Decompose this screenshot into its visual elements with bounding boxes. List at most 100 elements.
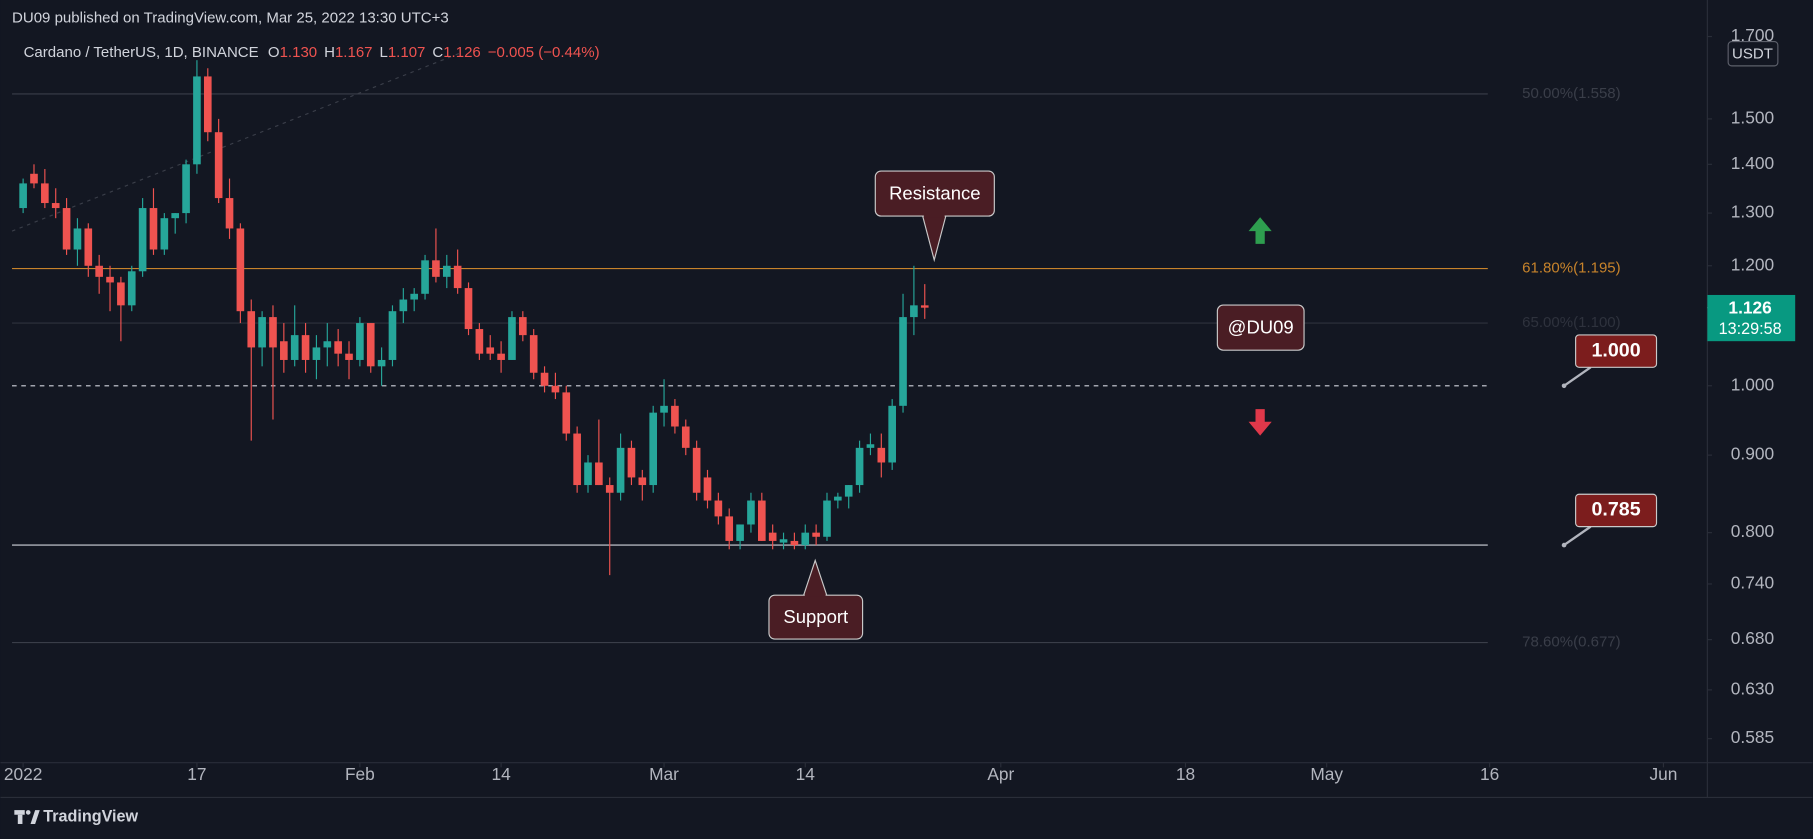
price-note-anchor (1561, 542, 1567, 548)
candle-body (366, 323, 375, 367)
candle-body (660, 405, 668, 413)
x-tick-label: Apr (987, 764, 1014, 784)
ohlc-value: 1.107 (388, 44, 426, 61)
candle-body (182, 164, 190, 214)
candle-body (269, 317, 277, 348)
y-tick-label: 0.800 (1731, 521, 1774, 541)
price-note-label: 1.000 (1592, 339, 1641, 361)
candle-body (595, 462, 603, 486)
callout-label: @DU09 (1228, 317, 1294, 338)
candle-body (421, 260, 429, 294)
x-tick-label: 16 (1480, 764, 1499, 784)
candle-body (171, 213, 180, 219)
candle-body (41, 183, 49, 204)
candle-body (779, 539, 788, 543)
candle-body (551, 385, 560, 393)
candle-body (834, 496, 842, 501)
y-tick-label: 1.300 (1731, 202, 1774, 222)
candle-body (899, 317, 907, 406)
fib-level-label: 78.60%(0.677) (1522, 633, 1621, 650)
candle-body (410, 293, 419, 300)
y-tick-label: 1.500 (1731, 107, 1774, 127)
candle-body (193, 76, 201, 165)
fib-level-label: 65.00%(1.100) (1522, 314, 1621, 331)
x-tick-label: Mar (649, 764, 679, 784)
ohlc-change: −0.005 (−0.44%) (488, 44, 600, 61)
candle-body (790, 540, 799, 546)
candle-body (138, 208, 147, 272)
last-price-label: 1.126 (1728, 297, 1772, 317)
candle-body (236, 228, 245, 312)
symbol: Cardano / TetherUS, 1D, BINANCE (24, 44, 259, 61)
x-tick-label: May (1310, 764, 1343, 784)
candle-body (562, 392, 571, 434)
ohlc-key: C (432, 44, 443, 61)
candle-body (866, 444, 875, 448)
price-note-pointer (1563, 525, 1592, 547)
candle-body (301, 335, 310, 360)
symbol-legend: Cardano / TetherUS, 1D, BINANCE O1.130 H 1.… (24, 44, 600, 61)
x-tick-label: 14 (796, 764, 816, 784)
price-note-anchor (1561, 383, 1567, 389)
candle-body (486, 347, 495, 354)
ohlc-key: H (324, 44, 335, 61)
candle-body (51, 203, 60, 209)
candle-body (877, 447, 886, 463)
fib-level-label: 61.80%(1.195) (1522, 259, 1621, 276)
candle-body (149, 208, 158, 250)
arrow-up (1248, 217, 1272, 244)
candle-body (757, 500, 766, 541)
candle-body (258, 317, 266, 348)
candle-body (323, 341, 332, 348)
candle-body (725, 516, 734, 541)
candle-body (160, 218, 169, 250)
candle-body (334, 341, 342, 354)
price-note-box (1575, 493, 1658, 528)
candle-body (345, 353, 353, 360)
candle-body (801, 532, 810, 546)
candle-body (356, 323, 364, 360)
candle-body (203, 76, 212, 133)
candle-body (497, 353, 505, 360)
candle-body (247, 311, 256, 348)
ohlc-value: 1.130 (280, 44, 318, 61)
candle-body (432, 260, 440, 277)
ohlc-key: O (268, 44, 280, 61)
candle-body (453, 265, 462, 289)
candle-body (399, 299, 408, 312)
candle-body (106, 276, 114, 283)
candle-body (377, 359, 386, 367)
candle-body (920, 305, 929, 308)
x-tick-label: 18 (1176, 764, 1195, 784)
x-tick-label: Feb (345, 764, 375, 784)
callout-label: Resistance (889, 183, 980, 204)
symbol-title: Cardano / TetherUS, 1D, BINANCE O1.130 H 1.… (24, 44, 600, 61)
candle-body (823, 500, 831, 537)
candle-body (280, 341, 288, 360)
candle-body (508, 317, 516, 360)
candle-body (225, 198, 234, 229)
x-tick-label: 14 (491, 764, 511, 784)
candle-body (584, 462, 592, 486)
candle-body (73, 228, 82, 250)
y-tick-label: 0.680 (1731, 628, 1774, 648)
fib-level-label: 50.00%(1.558) (1522, 85, 1621, 102)
candle-body (214, 132, 223, 199)
published-note: DU09 published on TradingView.com, Mar 2… (12, 9, 449, 26)
y-tick-label: 1.700 (1731, 25, 1774, 45)
y-tick-label: 0.585 (1731, 727, 1774, 747)
candle-body (736, 524, 744, 541)
price-note-pointer (1563, 366, 1592, 387)
y-tick-label: 0.630 (1731, 678, 1774, 698)
plot-area: 50.00%(1.558) 61.80%(1.195) 65.00%(1.100) 7… (12, 60, 1621, 650)
candle-body (30, 173, 38, 184)
candle-body (638, 477, 647, 486)
y-tick-label: 1.000 (1731, 374, 1774, 394)
candle-body (540, 372, 549, 386)
candle-body (692, 447, 701, 493)
candle-body (703, 477, 712, 501)
countdown-label: 13:29:58 (1719, 320, 1782, 338)
